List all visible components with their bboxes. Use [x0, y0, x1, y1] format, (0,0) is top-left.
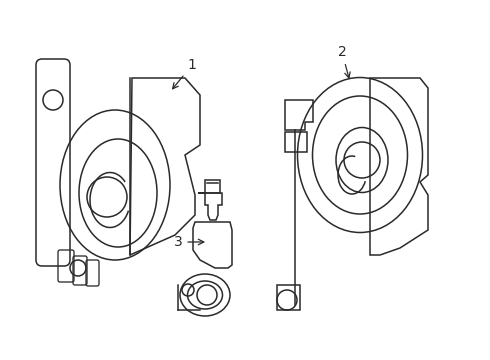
Text: 2: 2: [338, 45, 350, 78]
Text: 1: 1: [172, 58, 196, 89]
Text: 3: 3: [173, 235, 204, 249]
